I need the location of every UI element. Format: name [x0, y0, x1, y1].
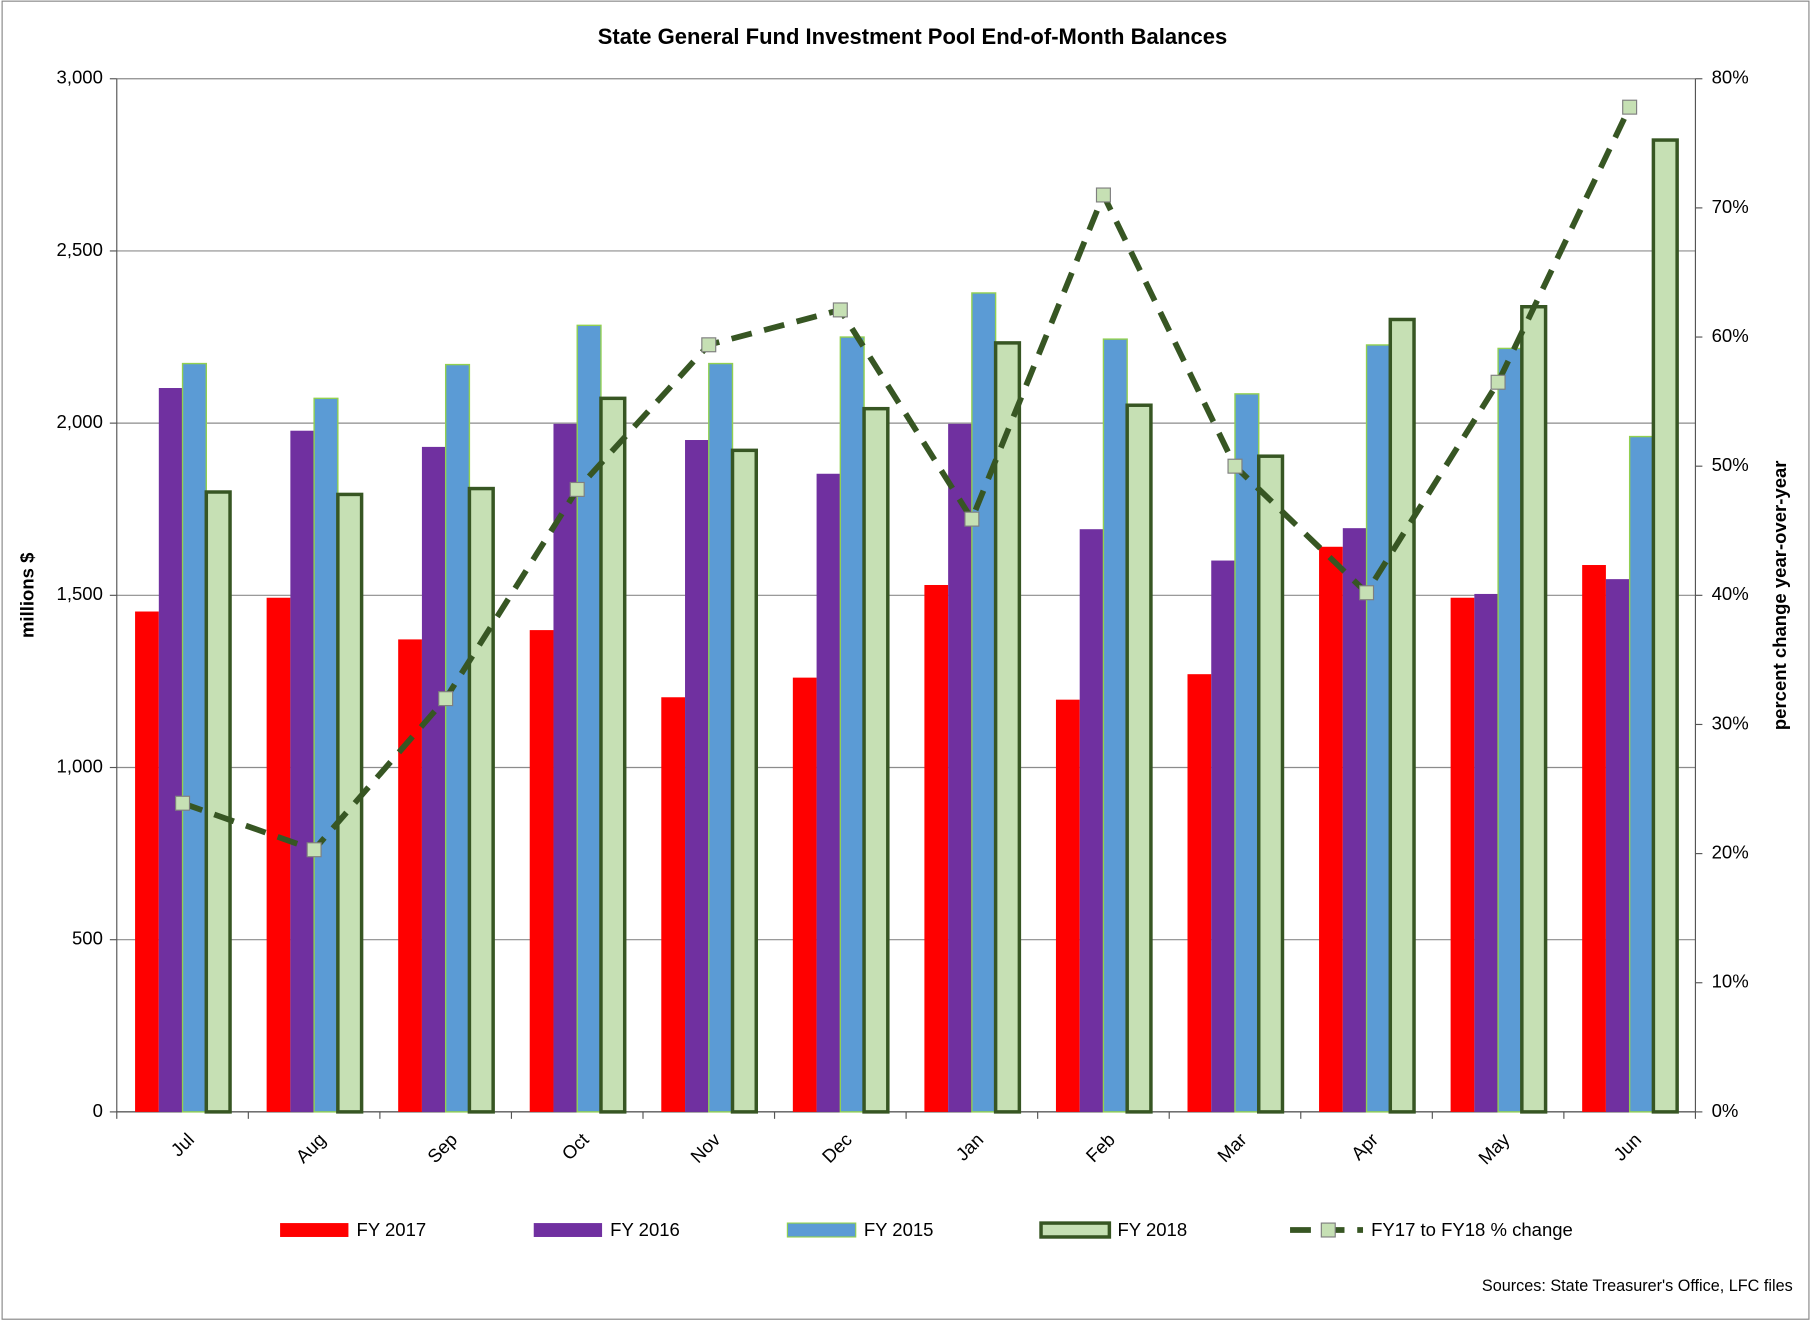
bar: [862, 406, 890, 1114]
bar: [553, 423, 578, 1112]
line-marker: [1227, 458, 1243, 474]
line: [181, 105, 1633, 854]
bar: [1628, 435, 1655, 1113]
bar: [730, 448, 758, 1114]
legend-label: FY 2015: [864, 1219, 934, 1240]
bar: [204, 490, 232, 1114]
bar: [1102, 338, 1128, 1113]
bar: [1079, 529, 1104, 1112]
bar: [1125, 403, 1153, 1114]
line-marker: [175, 795, 191, 811]
line-marker: [832, 302, 848, 318]
y-tick-label: 2,500: [57, 239, 103, 260]
y-tick-label: 2,000: [57, 411, 103, 432]
y2-tick-label: 60%: [1712, 325, 1749, 346]
y2-tick-label: 30%: [1712, 712, 1749, 733]
bar: [924, 584, 949, 1112]
bar: [266, 597, 291, 1112]
bar: [158, 388, 183, 1112]
bar: [816, 473, 841, 1112]
bar: [1256, 454, 1285, 1114]
legend-label: FY 2016: [610, 1219, 680, 1240]
bar: [1187, 674, 1212, 1112]
bar: [1342, 528, 1367, 1112]
bar: [1055, 699, 1080, 1112]
y-tick-label: 1,500: [57, 583, 103, 604]
bar: [1211, 560, 1235, 1112]
bar: [1450, 597, 1475, 1112]
y2-tick-label: 40%: [1712, 583, 1749, 604]
bar: [1651, 138, 1679, 1114]
bar: [135, 611, 159, 1112]
bar: [948, 423, 972, 1112]
y-tick-label: 1,000: [57, 755, 103, 776]
legend-label: FY17 to FY18 % change: [1371, 1219, 1573, 1240]
y2-tick-label: 50%: [1712, 454, 1749, 475]
legend-swatch: [1039, 1221, 1112, 1239]
bar: [839, 336, 865, 1113]
line-marker: [1622, 99, 1638, 115]
bar: [1497, 347, 1523, 1113]
bar: [467, 486, 495, 1114]
bar: [708, 362, 734, 1113]
bar: [1365, 344, 1391, 1113]
bar: [1605, 579, 1630, 1112]
y2-axis-label: percent change year-over-year: [1769, 461, 1790, 731]
bar: [444, 363, 471, 1113]
bar: [1388, 317, 1416, 1114]
bar: [1474, 593, 1499, 1112]
y2-tick-label: 80%: [1712, 67, 1749, 88]
y-tick-label: 0: [93, 1100, 103, 1121]
legend-swatch: [533, 1223, 603, 1237]
y2-tick-label: 20%: [1712, 841, 1749, 862]
y-axis-label: millions $: [17, 552, 38, 638]
line-marker: [306, 842, 322, 858]
line-marker: [1359, 585, 1375, 601]
legend-swatch: [786, 1222, 857, 1238]
bar: [181, 362, 207, 1113]
bar: [1234, 393, 1260, 1113]
bar: [661, 697, 686, 1112]
bar: [1520, 304, 1548, 1114]
legend-label: FY 2018: [1117, 1219, 1187, 1240]
bar: [1582, 565, 1606, 1112]
line-marker: [438, 691, 454, 707]
bar: [792, 677, 817, 1112]
y2-tick-label: 70%: [1712, 196, 1749, 217]
bar: [529, 630, 554, 1112]
y2-tick-label: 10%: [1712, 971, 1749, 992]
y2-tick-label: 0%: [1712, 1100, 1739, 1121]
line-marker: [1095, 187, 1111, 203]
bar: [599, 396, 627, 1114]
legend-marker: [1320, 1222, 1336, 1238]
line-marker: [701, 337, 717, 353]
legend-label: FY 2017: [357, 1219, 427, 1240]
bar: [993, 341, 1022, 1114]
bar: [1319, 546, 1343, 1112]
source-note: Sources: State Treasurer's Office, LFC f…: [1482, 1277, 1793, 1295]
y-tick-label: 3,000: [57, 67, 103, 88]
line-marker: [569, 481, 585, 497]
bar: [290, 430, 315, 1112]
bar: [313, 397, 339, 1113]
line-marker: [964, 511, 980, 527]
legend-swatch: [280, 1223, 349, 1237]
y-tick-label: 500: [72, 928, 103, 949]
bar: [398, 639, 422, 1112]
bar: [421, 446, 446, 1112]
bar: [685, 440, 709, 1112]
chart-title: State General Fund Investment Pool End-o…: [598, 24, 1228, 49]
line-marker: [1490, 374, 1506, 390]
bar: [971, 292, 997, 1113]
bar: [576, 324, 602, 1113]
bar: [336, 492, 364, 1114]
